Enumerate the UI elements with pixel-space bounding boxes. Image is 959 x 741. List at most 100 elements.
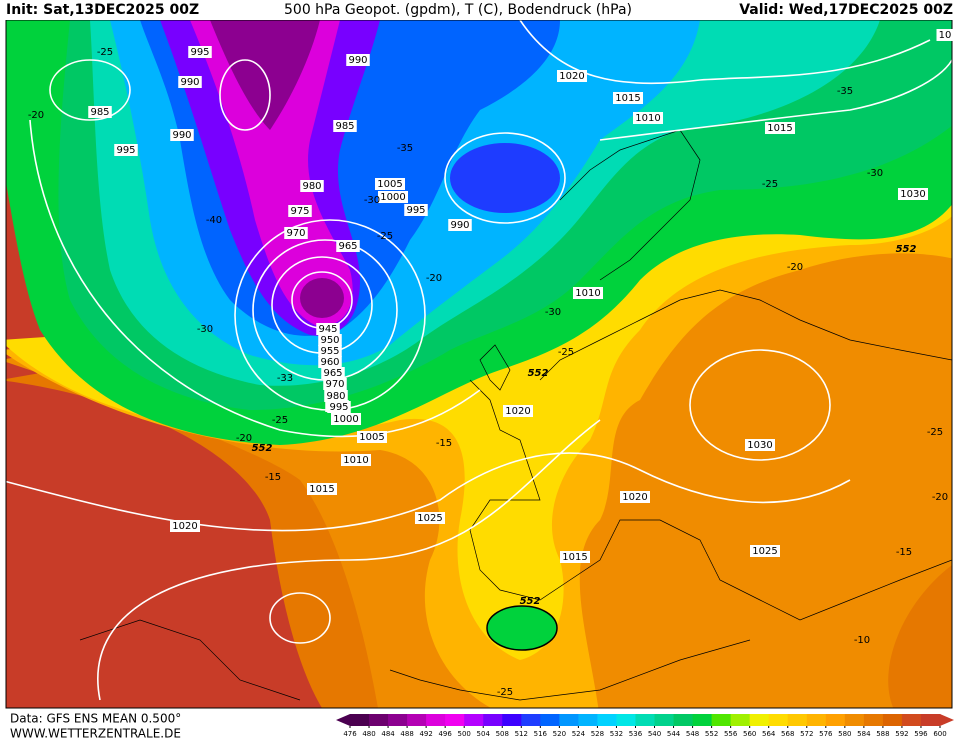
label-box — [318, 356, 342, 368]
pressure-label: 1030 — [900, 189, 925, 200]
data-source: Data: GFS ENS MEAN 0.500° — [10, 712, 181, 726]
pressure-label: 950 — [320, 335, 339, 346]
colorbar-label: 480 — [362, 730, 375, 738]
pressure-label: 995 — [116, 145, 135, 156]
colorbar-swatch — [540, 714, 560, 726]
label-box — [307, 483, 337, 495]
pressure-label: 990 — [348, 55, 367, 66]
colorbar-swatch — [369, 714, 389, 726]
label-box — [88, 106, 112, 118]
label-box — [318, 345, 342, 357]
temperature-label: -30 — [867, 168, 883, 179]
pressure-label: 1025 — [417, 513, 442, 524]
label-box — [316, 323, 340, 335]
pressure-label: 990 — [172, 130, 191, 141]
label-box — [750, 545, 780, 557]
colorbar-swatch — [388, 714, 408, 726]
colorbar-label: 492 — [419, 730, 432, 738]
colorbar-label: 520 — [553, 730, 566, 738]
colorbar-label: 516 — [534, 730, 548, 738]
colorbar-swatch — [635, 714, 656, 726]
pressure-label: 1020 — [172, 521, 197, 532]
colorbar-swatch — [863, 714, 884, 726]
colorbar-label: 592 — [895, 730, 908, 738]
init-time: Init: Sat,13DEC2025 00Z — [6, 2, 199, 18]
label-box — [633, 112, 663, 124]
colorbar-label: 544 — [667, 730, 681, 738]
temperature-label: -25 — [497, 687, 513, 698]
label-box — [188, 46, 212, 58]
pressure-label: 995 — [406, 205, 425, 216]
temperature-label: -20 — [932, 492, 948, 503]
colorbar-swatch — [768, 714, 789, 726]
label-box — [560, 551, 590, 563]
colorbar-swatch — [882, 714, 903, 726]
label-box — [765, 122, 795, 134]
temperature-label: -15 — [436, 438, 452, 449]
label-box — [284, 227, 308, 239]
colorbar-swatch — [502, 714, 522, 726]
pressure-label: 1015 — [615, 93, 640, 104]
pressure-label: 1015 — [309, 484, 334, 495]
colorbar-label: 488 — [400, 730, 413, 738]
label-box — [318, 334, 342, 346]
colorbar-label: 536 — [629, 730, 643, 738]
pressure-label: 985 — [90, 107, 109, 118]
colorbar-label: 556 — [724, 730, 738, 738]
pressure-label: 1015 — [562, 552, 587, 563]
label-box — [336, 240, 360, 252]
colorbar-label: 504 — [477, 730, 491, 738]
colorbar-label: 572 — [800, 730, 813, 738]
label-box — [346, 54, 370, 66]
temperature-label: -20 — [236, 433, 252, 444]
label-box — [114, 144, 138, 156]
valid-time: Valid: Wed,17DEC2025 00Z — [739, 2, 953, 18]
colorbar-swatch — [464, 714, 484, 726]
label-box — [620, 491, 650, 503]
temperature-label: -30 — [197, 324, 213, 335]
pressure-label: 945 — [318, 324, 337, 335]
pressure-label: 990 — [450, 220, 469, 231]
colorbar-label: 576 — [819, 730, 833, 738]
colorbar-label: 560 — [743, 730, 756, 738]
colorbar-swatch — [559, 714, 579, 726]
temperature-label: -30 — [545, 307, 561, 318]
colorbar-label: 532 — [610, 730, 623, 738]
colorbar-swatch — [749, 714, 770, 726]
colorbar-label: 540 — [648, 730, 661, 738]
label-box — [613, 92, 643, 104]
colorbar-swatch — [483, 714, 503, 726]
colorbar-label: 600 — [933, 730, 946, 738]
pressure-label: 980 — [302, 181, 321, 192]
colorbar-swatch — [806, 714, 827, 726]
colorbar-label: 564 — [762, 730, 776, 738]
colorbar-swatch — [616, 714, 636, 726]
label-box — [170, 520, 200, 532]
colorbar-swatch — [597, 714, 617, 726]
temperature-label: -15 — [896, 547, 912, 558]
label-box — [288, 205, 312, 217]
colorbar-swatch — [654, 714, 675, 726]
colorbar-swatch — [692, 714, 713, 726]
website: WWW.WETTERZENTRALE.DE — [10, 727, 181, 741]
colorbar-swatch — [426, 714, 446, 726]
label-box — [936, 29, 954, 41]
temperature-label: -25 — [377, 231, 393, 242]
temperature-label: -15 — [265, 472, 281, 483]
pressure-label: 975 — [290, 206, 309, 217]
pressure-label: 995 — [329, 402, 348, 413]
colorbar-label: 596 — [914, 730, 928, 738]
label-box — [300, 180, 324, 192]
pressure-label: 980 — [326, 391, 345, 402]
label-box — [573, 287, 603, 299]
colorbar-label: 512 — [515, 730, 528, 738]
label-box — [557, 70, 587, 82]
colorbar-label: 496 — [438, 730, 452, 738]
label-box — [324, 390, 348, 402]
label-box — [333, 120, 357, 132]
label-box — [323, 378, 347, 390]
map-title: 500 hPa Geopot. (gpdm), T (C), Bodendruc… — [284, 2, 632, 18]
pressure-label: 1015 — [767, 123, 792, 134]
label-box — [898, 188, 928, 200]
colorbar: 476 480 484 488 492 496 500 504 508 512 516 520 524 5… — [336, 714, 954, 738]
